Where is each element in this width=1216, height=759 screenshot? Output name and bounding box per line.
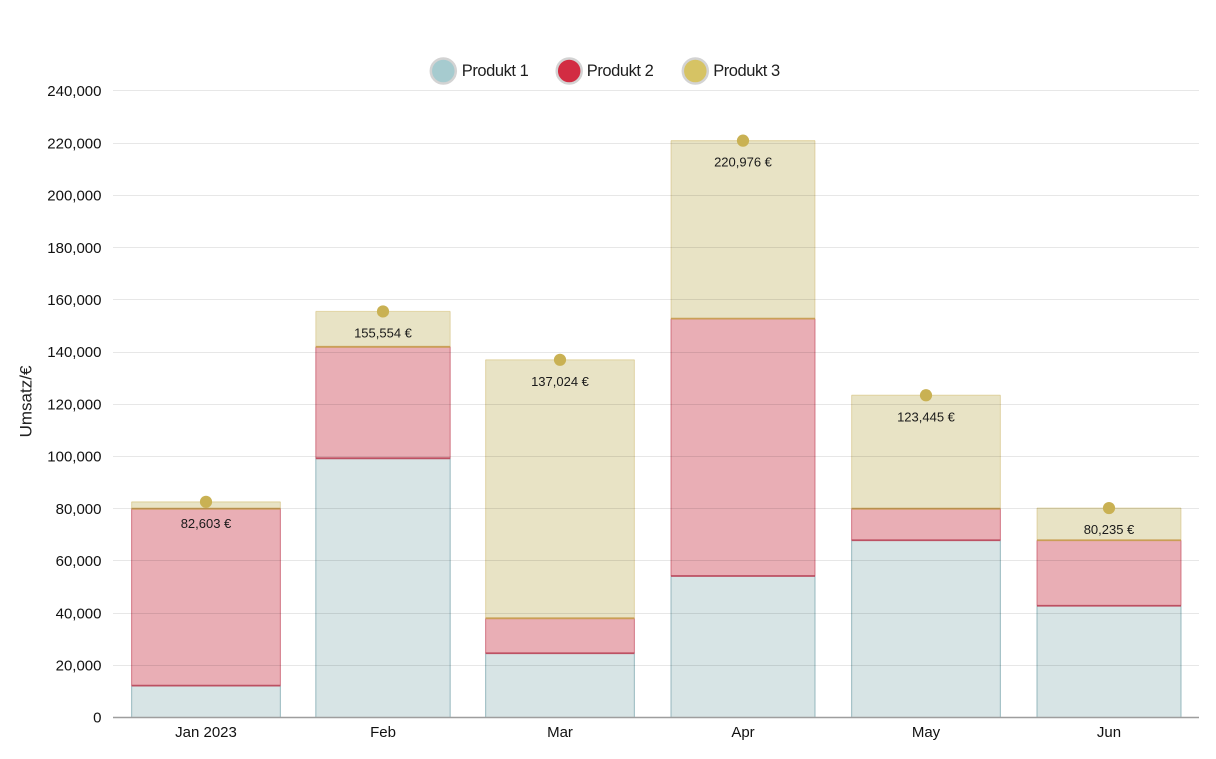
svg-text:80,235 €: 80,235 € [1084,522,1135,537]
svg-text:82,603 €: 82,603 € [181,516,232,531]
svg-text:80,000: 80,000 [56,501,102,518]
svg-text:Produkt 3: Produkt 3 [713,62,780,80]
svg-text:240,000: 240,000 [47,83,101,100]
svg-text:60,000: 60,000 [56,553,102,570]
svg-text:40,000: 40,000 [56,605,102,622]
svg-text:0: 0 [93,710,101,727]
svg-text:Produkt 1: Produkt 1 [462,62,529,80]
svg-text:Jan 2023: Jan 2023 [175,724,237,741]
svg-text:Feb: Feb [370,724,396,741]
svg-text:120,000: 120,000 [47,396,101,413]
svg-text:Mar: Mar [547,724,573,741]
svg-text:220,000: 220,000 [47,135,101,152]
svg-text:20,000: 20,000 [56,657,102,674]
svg-text:May: May [912,724,941,741]
svg-text:220,976 €: 220,976 € [714,155,773,170]
svg-text:137,024 €: 137,024 € [531,374,590,389]
svg-text:180,000: 180,000 [47,240,101,257]
svg-text:Jun: Jun [1097,724,1121,741]
svg-text:Produkt 2: Produkt 2 [587,62,654,80]
svg-text:155,554 €: 155,554 € [354,325,413,340]
svg-text:100,000: 100,000 [47,449,101,466]
svg-text:160,000: 160,000 [47,292,101,309]
svg-text:Apr: Apr [731,724,754,741]
svg-text:140,000: 140,000 [47,344,101,361]
svg-text:200,000: 200,000 [47,188,101,205]
svg-text:123,445 €: 123,445 € [897,409,956,424]
svg-text:Umsatz/€: Umsatz/€ [17,365,36,437]
